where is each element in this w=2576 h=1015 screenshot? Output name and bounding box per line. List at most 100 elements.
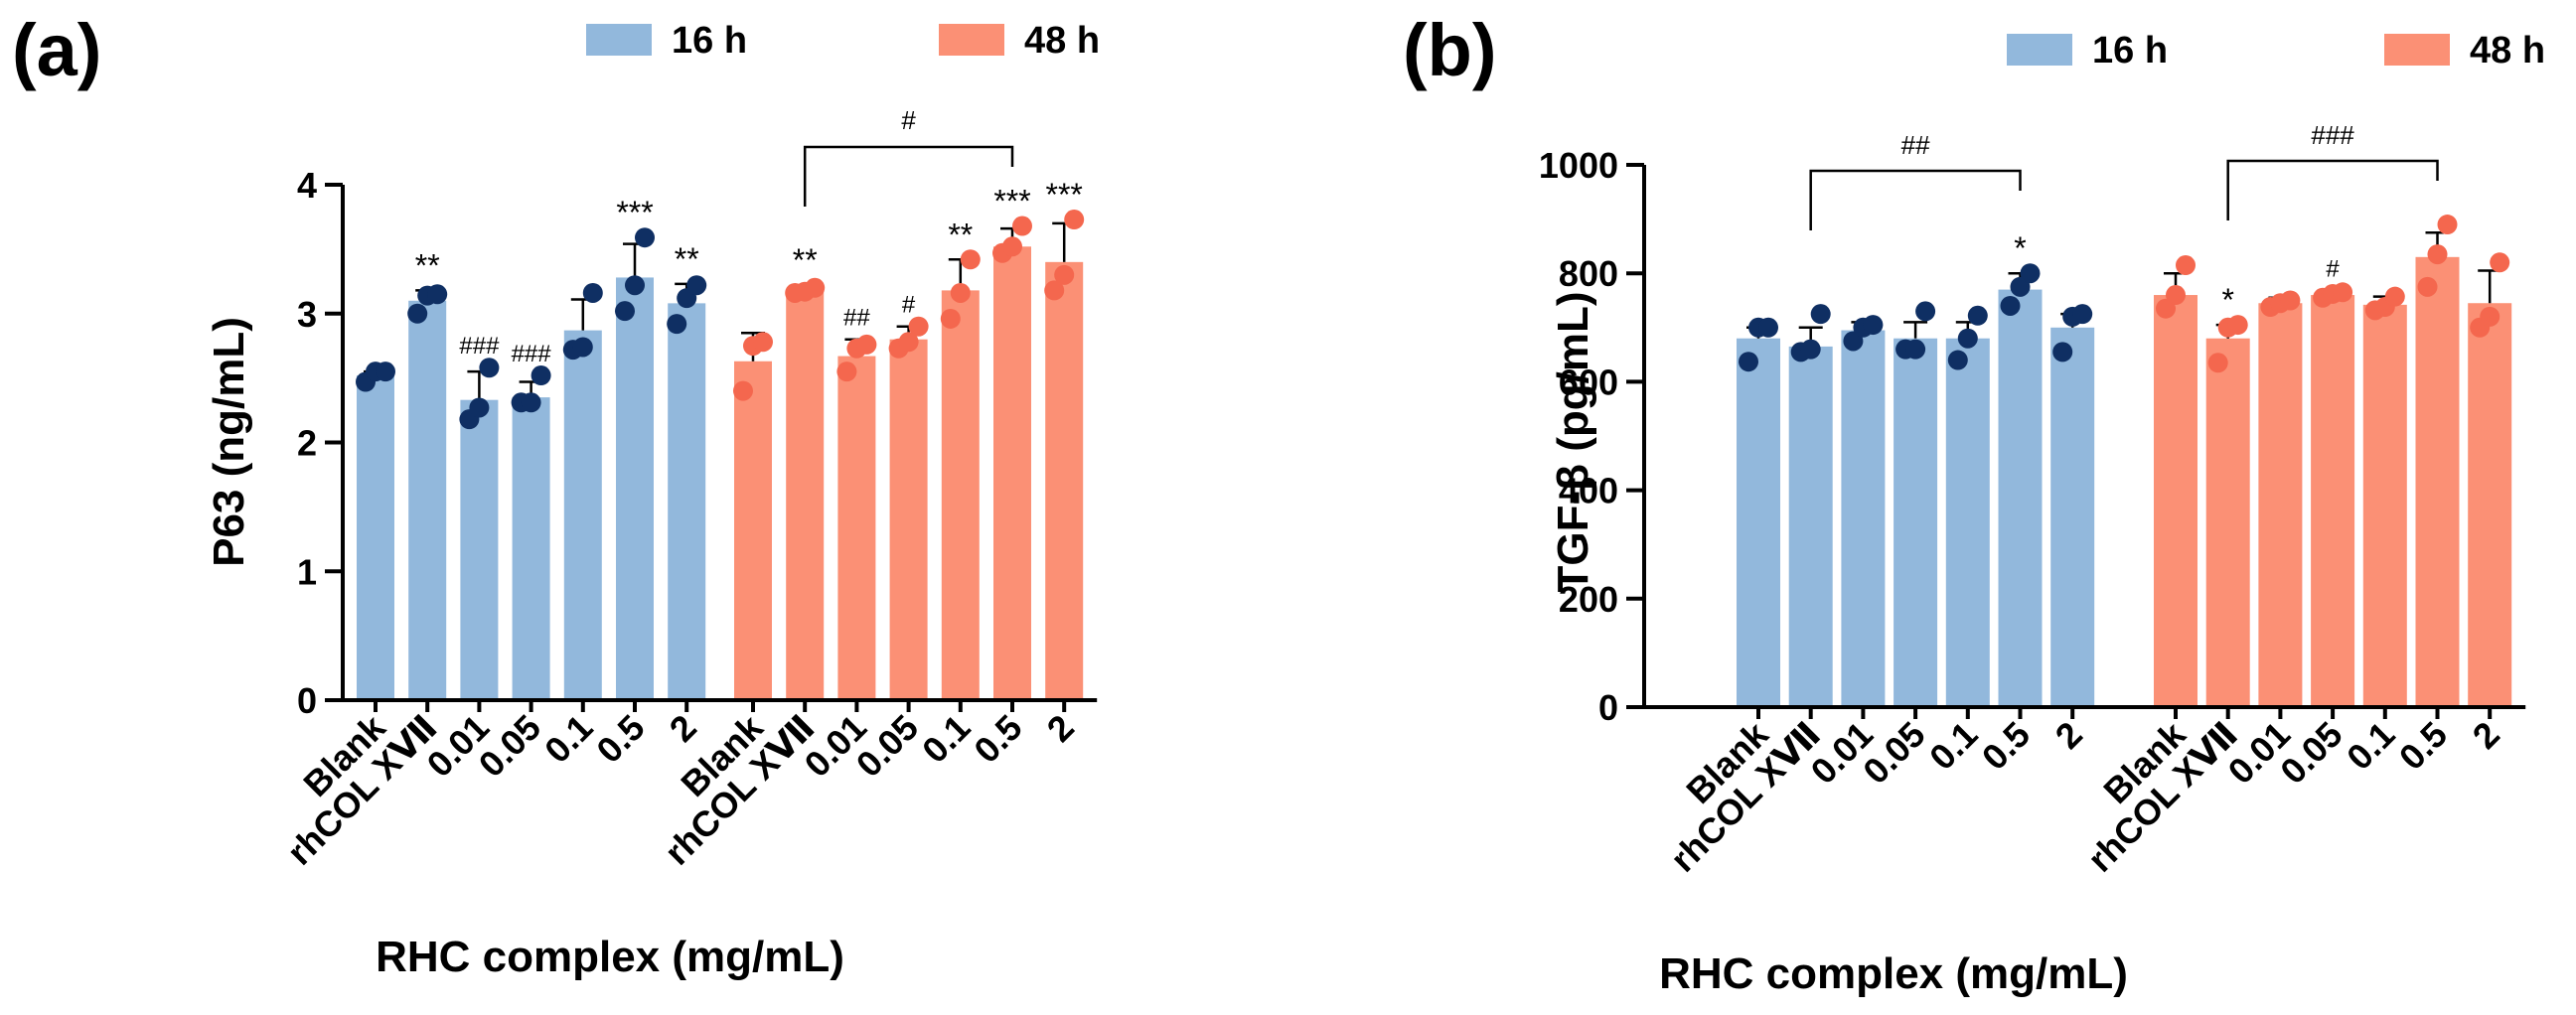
significance-label: ** <box>793 242 818 278</box>
y-tick-label: 0 <box>297 680 317 721</box>
x-tick-label: 2 <box>1039 707 1082 750</box>
data-point <box>856 334 877 355</box>
bar-48h-4 <box>2362 304 2407 707</box>
data-point <box>1758 317 1778 338</box>
data-point <box>940 308 961 329</box>
data-point <box>686 275 707 296</box>
data-point <box>898 332 919 353</box>
comparison-bracket <box>2226 159 2439 220</box>
data-point <box>1810 304 1831 325</box>
significance-label: *** <box>993 184 1030 219</box>
bar-48h-6 <box>2468 303 2512 707</box>
bar-16h-0 <box>1737 338 1780 707</box>
data-point <box>2333 282 2353 303</box>
data-point <box>582 282 603 303</box>
data-point <box>960 249 981 270</box>
bar-16h-5 <box>616 277 654 700</box>
panel-label: (b) <box>1403 9 1497 91</box>
data-point <box>2417 276 2438 297</box>
y-tick-label: 800 <box>1559 253 1618 294</box>
bar-48h-4 <box>941 290 980 700</box>
bar-16h-6 <box>668 303 706 700</box>
data-point <box>376 362 395 382</box>
data-point <box>407 303 428 324</box>
panel-label: (a) <box>12 9 101 91</box>
x-tick-label: 2 <box>662 707 704 750</box>
y-tick-label: 1000 <box>1539 145 1618 186</box>
data-point <box>2480 306 2500 327</box>
x-tick-label: 0.5 <box>2391 714 2455 778</box>
significance-label: ** <box>415 247 440 283</box>
y-axis-title: TGF-β (pg/mL) <box>1549 292 1597 593</box>
bar-16h-3 <box>512 397 550 700</box>
y-tick-label: 400 <box>1559 471 1618 511</box>
x-tick-label: 0.05 <box>848 707 927 786</box>
x-tick-label: 0.05 <box>1855 714 1933 793</box>
data-point <box>1739 352 1758 372</box>
data-point <box>2427 244 2448 265</box>
x-axis-title: RHC complex (mg/mL) <box>376 933 844 981</box>
x-tick-label: 0.5 <box>1974 714 2038 778</box>
data-point <box>1054 264 1075 285</box>
data-point <box>2052 342 2073 362</box>
data-point <box>805 277 826 298</box>
legend-swatch-16h <box>2007 34 2072 66</box>
y-tick-label: 3 <box>297 294 317 335</box>
bar-48h-5 <box>2415 256 2460 707</box>
data-point <box>1044 280 1065 301</box>
x-tick-label: 0.05 <box>471 707 549 786</box>
significance-label: # <box>902 292 916 319</box>
bracket-label: # <box>901 105 916 135</box>
data-point <box>1800 339 1821 360</box>
data-point <box>530 365 551 386</box>
comparison-bracket <box>1809 169 2022 230</box>
bar-48h-2 <box>837 356 876 700</box>
data-point <box>625 275 645 296</box>
x-tick-label: 0.05 <box>2272 714 2350 793</box>
x-axis-title: RHC complex (mg/mL) <box>1659 949 2128 998</box>
bar-48h-1 <box>2205 338 2250 707</box>
significance-label: ### <box>459 333 500 360</box>
data-point <box>2207 353 2228 373</box>
data-point <box>2384 286 2405 307</box>
significance-label: * <box>2014 230 2026 266</box>
data-point <box>950 282 971 303</box>
data-point <box>479 358 500 378</box>
x-tick-label: 2 <box>2047 714 2090 757</box>
data-point <box>572 337 593 358</box>
significance-label: *** <box>616 195 653 230</box>
data-point <box>1967 305 1988 326</box>
legend-label-16h: 16 h <box>672 20 747 62</box>
data-point <box>2437 215 2458 235</box>
data-point <box>1863 315 1884 336</box>
y-tick-label: 600 <box>1559 362 1618 402</box>
data-point <box>1957 328 1978 349</box>
legend-swatch-16h <box>586 24 652 56</box>
bar-48h-3 <box>889 339 928 700</box>
data-point <box>753 332 773 353</box>
bracket-label: ## <box>1901 130 1930 160</box>
bar-16h-1 <box>408 300 447 700</box>
data-point <box>667 314 687 335</box>
bar-16h-5 <box>1998 289 2043 707</box>
data-point <box>733 380 753 401</box>
significance-label: * <box>2221 282 2233 318</box>
bar-48h-5 <box>993 246 1031 700</box>
legend-swatch-48h <box>939 24 1004 56</box>
bracket-label: ### <box>2311 120 2354 150</box>
data-point <box>427 284 448 305</box>
data-point <box>615 301 635 322</box>
data-point <box>1947 350 1968 370</box>
bar-48h-6 <box>1045 261 1084 700</box>
comparison-bracket <box>803 145 1014 207</box>
data-point <box>2000 295 2021 316</box>
bar-16h-6 <box>2050 327 2095 707</box>
bar-16h-0 <box>357 375 394 700</box>
bar-16h-1 <box>1788 346 1833 707</box>
data-point <box>2490 252 2510 273</box>
bar-48h-0 <box>734 361 772 700</box>
data-point <box>2280 290 2301 311</box>
significance-label: ## <box>843 305 870 332</box>
